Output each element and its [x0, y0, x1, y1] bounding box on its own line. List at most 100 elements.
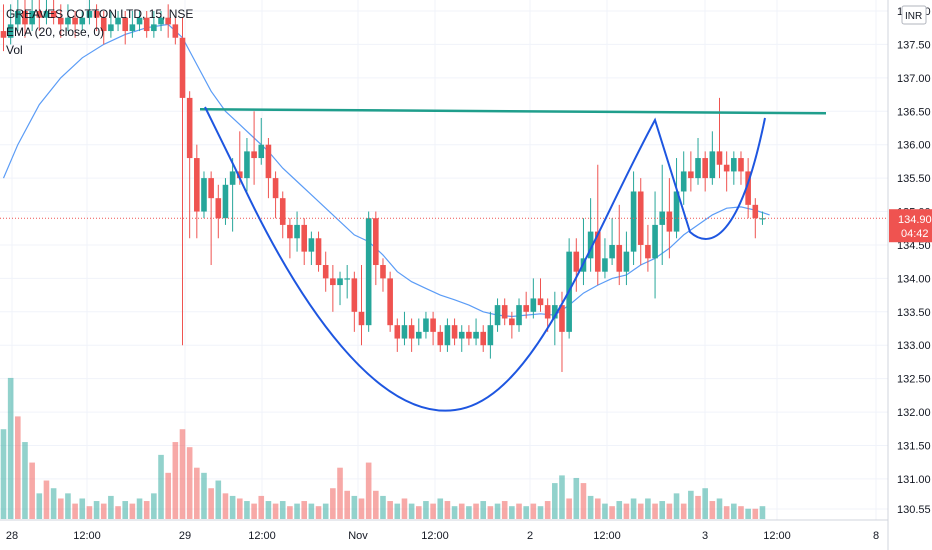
candle-body [394, 325, 401, 339]
candle-body [165, 17, 171, 25]
candle-body [251, 151, 257, 159]
cup-pattern-drawing[interactable] [204, 106, 766, 412]
volume-bar [222, 493, 229, 519]
volume-bar [680, 503, 687, 519]
candle-body [229, 171, 236, 185]
price-axis-tick-label: 136.50 [897, 106, 931, 118]
volume-bar [65, 493, 71, 519]
volume-indicator-label[interactable]: Vol [6, 43, 23, 57]
currency-badge[interactable] [901, 5, 927, 25]
candle-body [108, 24, 114, 32]
volume-bar [337, 467, 343, 519]
volume-bar [136, 498, 143, 519]
volume-bar [129, 503, 136, 519]
candle-body [408, 325, 415, 339]
volume-bar [115, 506, 121, 519]
candle-body [351, 278, 358, 312]
candle-body [702, 158, 708, 179]
volume-bar [358, 498, 365, 519]
candle-body [194, 158, 200, 212]
candle-body [652, 224, 658, 259]
current-price-value: 134.90 [898, 214, 932, 226]
candle-body [301, 224, 308, 252]
volume-bar [201, 472, 207, 519]
volume-bar [594, 498, 601, 519]
volume-bar [7, 377, 14, 519]
candle-body [609, 244, 615, 259]
volume-bar [258, 495, 265, 519]
candle-body [29, 11, 35, 25]
volume-bar [151, 493, 157, 519]
price-axis-tick-label: 131.00 [897, 474, 931, 486]
candle-body [444, 325, 451, 346]
volume-bar [523, 506, 529, 519]
candle-body [630, 191, 637, 252]
symbol-label[interactable]: GREAVES COTTON LTD, 15, NSE [6, 7, 194, 21]
time-axis-tick-label: 12:00 [593, 530, 621, 542]
candle-body [244, 151, 250, 179]
time-axis-tick-label: 12:00 [248, 530, 276, 542]
candle-body [623, 251, 630, 272]
candle-body [330, 278, 336, 286]
candle-body [86, 11, 93, 18]
volume-bar [473, 503, 479, 519]
volume-bar [652, 503, 658, 519]
candle-body [745, 171, 751, 205]
candle-body [15, 11, 21, 25]
volume-bar [659, 501, 666, 519]
volume-bar [301, 501, 308, 519]
volume-bar [487, 506, 494, 519]
candle-body [695, 158, 701, 179]
price-axis-tick-label: 133.00 [897, 340, 931, 352]
candle-body [423, 318, 429, 332]
resistance-line[interactable] [199, 108, 827, 115]
candle-body [265, 144, 272, 179]
volume-bar [709, 501, 716, 519]
candle-body [201, 178, 207, 212]
candle-body [365, 218, 372, 326]
candle-body [93, 11, 100, 18]
candle-body [401, 325, 408, 339]
time-axis-tick-label: 12:00 [763, 530, 791, 542]
candle-body [115, 17, 121, 25]
volume-bar [494, 503, 501, 519]
candle-body [208, 178, 214, 199]
candle-body [752, 204, 759, 219]
time-axis-tick-label: 28 [6, 530, 18, 542]
candle-body [716, 151, 723, 165]
volume-bar [108, 495, 114, 519]
candle-body [380, 265, 386, 279]
time-axis-tick-label: 12:00 [421, 530, 449, 542]
volume-bar [43, 480, 50, 519]
candle-body [43, 11, 50, 18]
volume-bar [165, 472, 171, 519]
volume-bar [244, 501, 250, 519]
price-axis-tick-label: 130.55 [897, 504, 931, 516]
time-axis-tick-label: Nov [348, 530, 368, 542]
volume-bar [380, 495, 386, 519]
volume-bar [100, 503, 107, 519]
candle-body [287, 224, 293, 239]
volume-bar [15, 416, 21, 519]
volume-bar [344, 490, 350, 519]
candle-body [22, 11, 28, 25]
candle-body [738, 158, 744, 172]
candle-body [172, 24, 179, 38]
candle-body [129, 24, 136, 32]
volume-bar [752, 508, 759, 519]
volume-bar [50, 488, 57, 519]
candle-body [723, 164, 730, 172]
volume-bar [287, 506, 293, 519]
volume-bar [566, 498, 572, 519]
candle-body [72, 17, 78, 25]
candle-body [451, 325, 458, 339]
volume-bar [702, 488, 708, 519]
volume-bar [93, 501, 100, 519]
candle-body [65, 17, 71, 25]
volume-bar [673, 493, 680, 519]
volume-bar [179, 429, 186, 519]
ema-indicator-label[interactable]: EMA (20, close, 0) [6, 25, 105, 39]
volume-bar [466, 506, 472, 519]
price-axis-tick-label: 133.50 [897, 307, 931, 319]
